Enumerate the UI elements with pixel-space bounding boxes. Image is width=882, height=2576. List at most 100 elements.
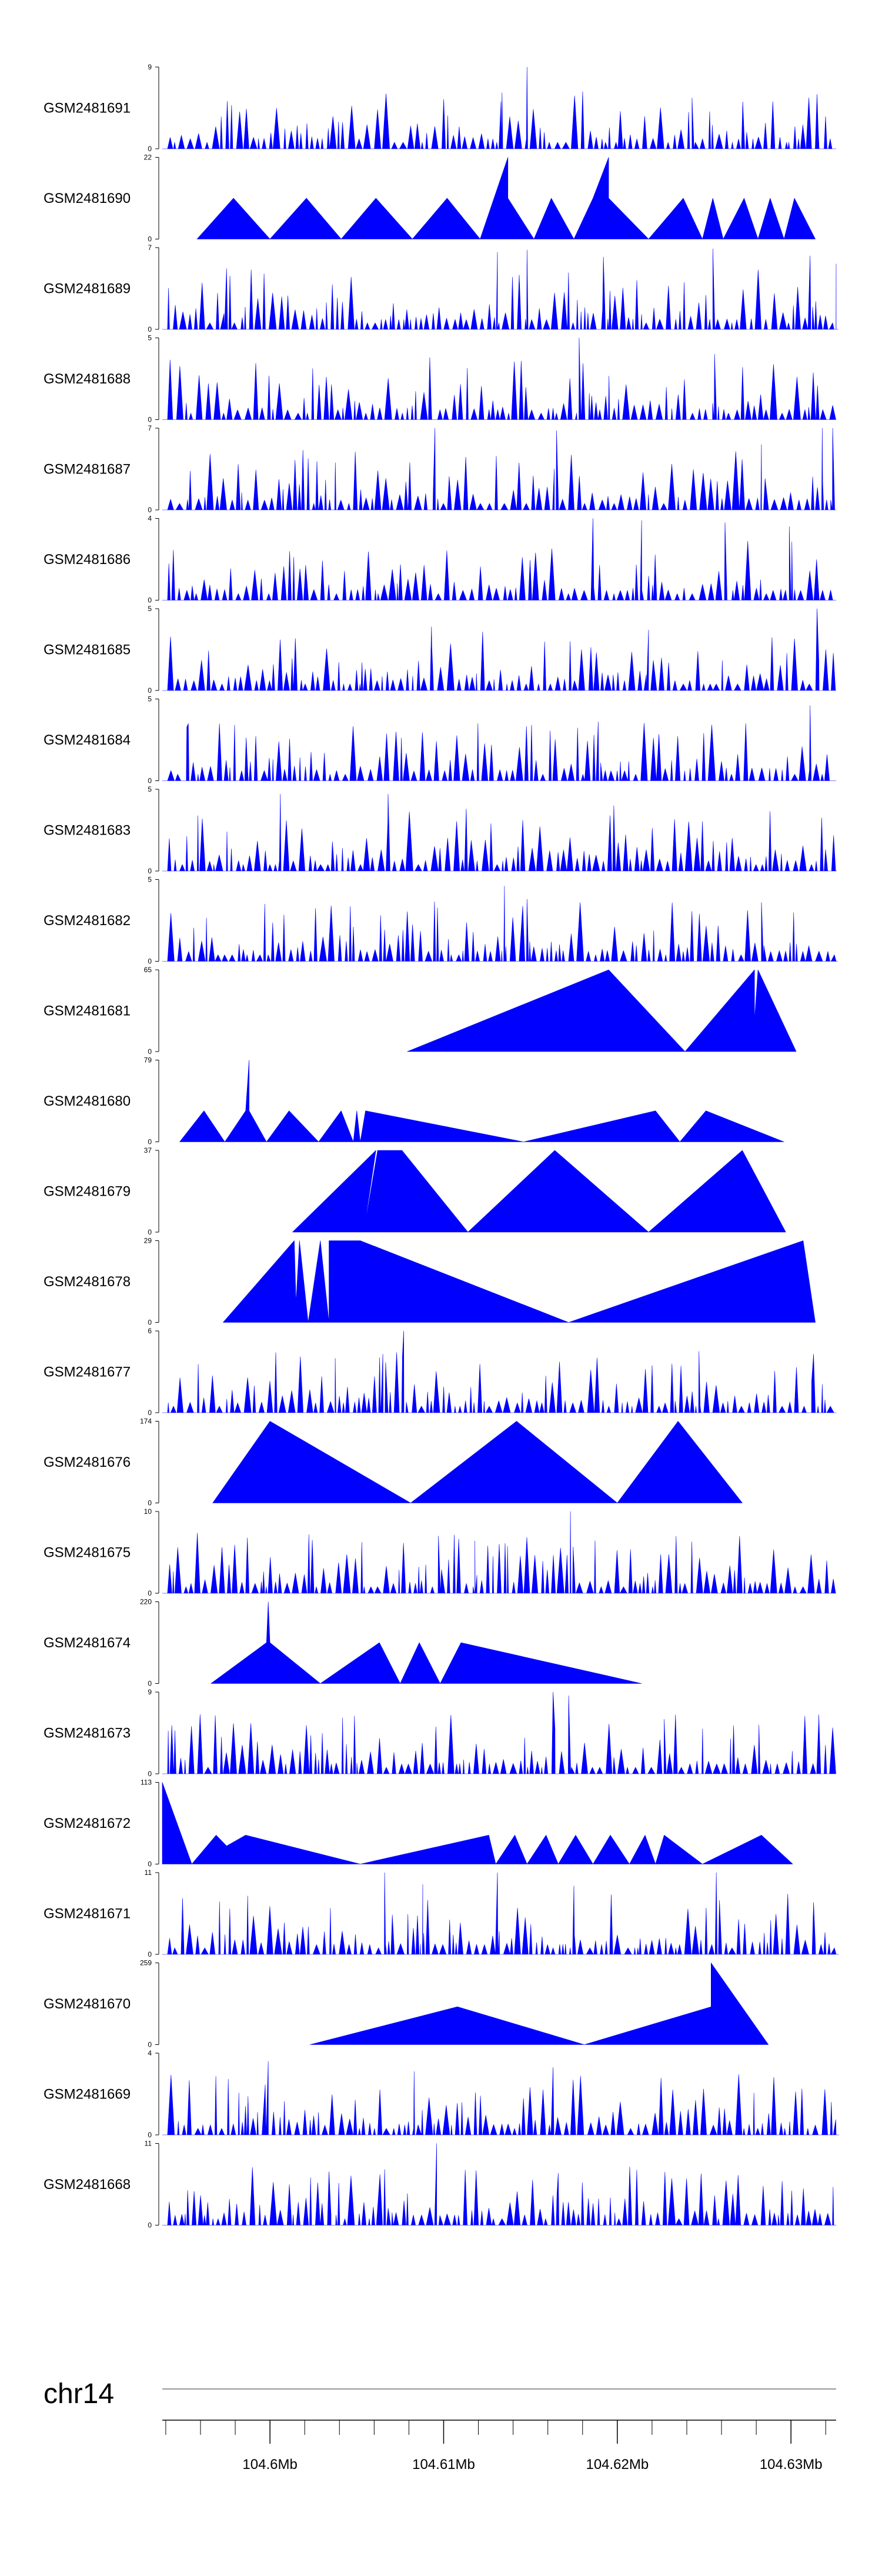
- y-axis-max-label: 5: [148, 695, 152, 703]
- y-axis-max-label: 11: [145, 1868, 152, 1877]
- y-axis-max-label: 5: [148, 876, 152, 884]
- y-axis-max-label: 4: [148, 515, 152, 523]
- track-GSM2481675: GSM2481675 10 0: [44, 1507, 837, 1597]
- signal-area: [162, 248, 838, 330]
- signal-area: [162, 794, 837, 872]
- track-label: GSM2481691: [44, 101, 131, 116]
- data-tracks: GSM248169190GSM2481690220GSM248168970GSM…: [44, 63, 840, 2230]
- y-axis-min-label: 0: [148, 416, 152, 424]
- track-GSM2481680: GSM2481680 79 0: [44, 1056, 784, 1146]
- y-axis-min-label: 0: [148, 1228, 152, 1236]
- y-axis-max-label: 7: [148, 243, 152, 252]
- track-GSM2481683: GSM2481683 5 0: [44, 785, 837, 875]
- track-label: GSM2481671: [44, 1906, 131, 1922]
- y-axis-max-label: 11: [145, 2140, 152, 2148]
- y-axis-max-label: 5: [148, 605, 152, 613]
- track-GSM2481677: GSM2481677 6 0: [44, 1327, 837, 1417]
- signal-area: [162, 886, 838, 962]
- signal-area: [212, 1421, 743, 1503]
- track-label: GSM2481676: [44, 1454, 131, 1470]
- y-axis-min-label: 0: [148, 1409, 152, 1417]
- track-label: GSM2481672: [44, 1816, 131, 1831]
- y-axis-max-label: 5: [148, 785, 152, 793]
- signal-area: [211, 1601, 642, 1684]
- signal-area: [223, 1240, 816, 1323]
- track-label: GSM2481679: [44, 1184, 131, 1200]
- signal-area: [162, 66, 837, 149]
- y-axis-min-label: 0: [148, 1138, 152, 1146]
- track-GSM2481686: GSM2481686 4 0: [44, 515, 837, 605]
- track-GSM2481669: GSM2481669 4 0: [44, 2049, 840, 2139]
- signal-area: [179, 1060, 784, 1142]
- track-GSM2481679: GSM2481679 37 0: [44, 1146, 786, 1236]
- y-axis-max-label: 5: [148, 334, 152, 342]
- chromosome-label: chr14: [44, 2378, 114, 2410]
- y-axis-min-label: 0: [148, 1950, 152, 1958]
- signal-area: [162, 1872, 839, 1955]
- signal-area: [162, 428, 837, 510]
- y-axis-min-label: 0: [148, 325, 152, 333]
- signal-area: [162, 1511, 837, 1594]
- track-label: GSM2481678: [44, 1274, 131, 1290]
- y-axis-min-label: 0: [148, 1680, 152, 1688]
- axis-tick-label: 104.6Mb: [242, 2457, 297, 2472]
- track-GSM2481684: GSM2481684 5 0: [44, 695, 837, 785]
- genome-axis-area: chr14 104.6Mb 104.61Mb 104.62Mb 104.63Mb: [44, 2378, 836, 2472]
- track-label: GSM2481685: [44, 642, 131, 658]
- y-axis-max-label: 113: [141, 1778, 152, 1787]
- track-GSM2481671: GSM2481671 11 0: [44, 1868, 839, 1958]
- signal-area: [196, 157, 816, 239]
- y-axis-min-label: 0: [148, 1047, 152, 1056]
- y-axis-max-label: 29: [144, 1237, 152, 1245]
- y-axis-max-label: 7: [148, 424, 152, 432]
- track-label: GSM2481689: [44, 281, 131, 297]
- y-axis-min-label: 0: [148, 1589, 152, 1597]
- track-label: GSM2481670: [44, 1996, 131, 2012]
- y-axis-min-label: 0: [148, 235, 152, 243]
- signal-area: [162, 1691, 837, 1774]
- signal-area: [162, 1330, 837, 1413]
- track-GSM2481674: GSM2481674 220 0: [44, 1598, 642, 1688]
- track-label: GSM2481686: [44, 552, 131, 568]
- track-label: GSM2481687: [44, 462, 131, 478]
- y-axis-min-label: 0: [148, 1499, 152, 1507]
- y-axis-min-label: 0: [148, 686, 152, 695]
- track-GSM2481673: GSM2481673 9 0: [44, 1688, 837, 1778]
- signal-area: [407, 969, 797, 1052]
- axis-tick-label: 104.61Mb: [412, 2457, 475, 2472]
- y-axis-max-label: 65: [144, 966, 152, 974]
- y-axis-min-label: 0: [148, 596, 152, 605]
- signal-area: [162, 1782, 793, 1864]
- y-axis-max-label: 9: [148, 1688, 152, 1696]
- y-axis-min-label: 0: [148, 2221, 152, 2230]
- track-GSM2481678: GSM2481678 29 0: [44, 1237, 816, 1327]
- y-axis-max-label: 22: [144, 154, 152, 162]
- track-GSM2481691: GSM2481691 9 0: [44, 63, 837, 153]
- track-label: GSM2481682: [44, 913, 131, 929]
- track-label: GSM2481680: [44, 1093, 131, 1109]
- y-axis-max-label: 9: [148, 63, 152, 71]
- y-axis-min-label: 0: [148, 957, 152, 966]
- signal-area: [162, 608, 837, 691]
- y-axis-min-label: 0: [148, 867, 152, 875]
- y-axis-min-label: 0: [148, 2131, 152, 2139]
- track-label: GSM2481690: [44, 191, 131, 206]
- y-axis-min-label: 0: [148, 145, 152, 153]
- axis-tick-label: 104.62Mb: [586, 2457, 649, 2472]
- y-axis-min-label: 0: [148, 2041, 152, 2049]
- track-label: GSM2481675: [44, 1545, 131, 1561]
- signal-area: [162, 2143, 837, 2225]
- track-GSM2481681: GSM2481681 65 0: [44, 966, 797, 1056]
- signal-area: [162, 705, 837, 781]
- track-GSM2481690: GSM2481690 22 0: [44, 154, 816, 243]
- track-label: GSM2481677: [44, 1364, 131, 1380]
- y-axis-max-label: 10: [144, 1507, 152, 1516]
- y-axis-min-label: 0: [148, 1319, 152, 1327]
- track-GSM2481689: GSM2481689 7 0: [44, 243, 838, 333]
- track-label: GSM2481673: [44, 1726, 131, 1741]
- y-axis-max-label: 37: [144, 1146, 152, 1154]
- track-label: GSM2481683: [44, 823, 131, 839]
- y-axis-min-label: 0: [148, 777, 152, 785]
- signal-area: [292, 1150, 786, 1233]
